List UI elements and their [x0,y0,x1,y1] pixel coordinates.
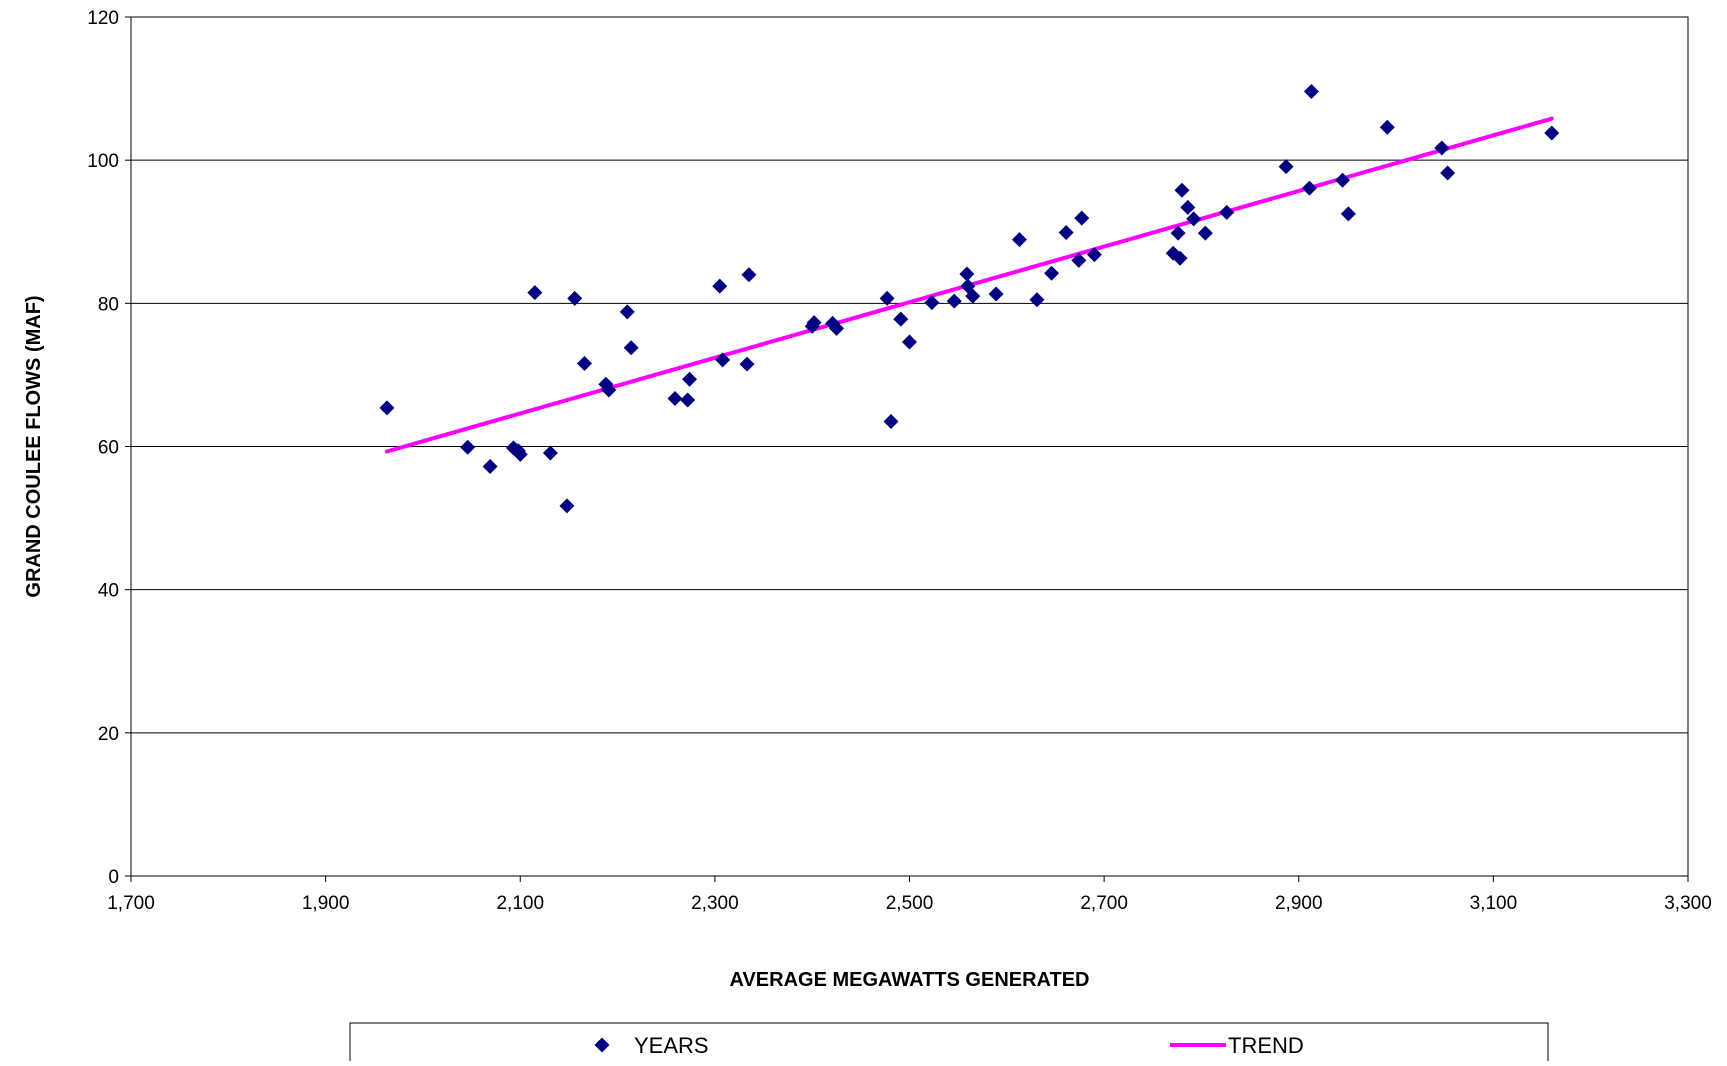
x-tick-label: 2,500 [886,893,934,914]
data-point [1058,224,1074,240]
data-point [542,445,558,461]
legend-marker-years [594,1037,610,1053]
data-point [1186,211,1202,227]
data-point [682,371,698,387]
y-tick-label: 60 [98,438,119,459]
gridlines [131,159,1688,734]
data-point [1440,165,1456,181]
data-point [1170,225,1186,241]
data-point [680,392,696,408]
data-point [1340,206,1356,222]
y-tick-label: 40 [98,581,119,602]
x-axis-title: AVERAGE MEGAWATTS GENERATED [729,969,1089,991]
x-tick-label: 3,100 [1470,893,1518,914]
data-point [601,382,617,398]
data-point [1044,265,1060,281]
data-point [988,286,1004,302]
data-point [946,293,962,309]
data-point [576,355,592,371]
data-point [559,498,575,514]
data-point [1071,252,1087,268]
x-axis-ticks: 1,700 1,900 2,100 2,300 2,500 2,700 2,900 3,100… [107,876,1712,914]
data-point [965,288,981,304]
data-point [829,320,845,336]
data-point [1086,247,1102,263]
data-point [1379,119,1395,135]
data-point [1335,172,1351,188]
y-tick-label: 80 [98,294,119,315]
data-point [1029,292,1045,308]
data-point [379,400,395,416]
data-point [1544,125,1560,141]
data-point [715,352,731,368]
years-series [379,83,1560,514]
data-point [623,340,639,356]
data-point [567,290,583,306]
data-point [512,446,528,462]
x-tick-label: 2,900 [1275,893,1323,914]
data-point [924,295,940,311]
x-tick-label: 2,100 [496,893,544,914]
x-tick-label: 1,900 [302,893,350,914]
data-point [806,315,822,331]
data-point [1197,225,1213,241]
data-point [1219,204,1235,220]
x-tick-label: 3,300 [1664,893,1712,914]
y-tick-label: 0 [108,867,119,888]
data-point [460,439,476,455]
data-point [893,311,909,327]
legend-label-years: YEARS [634,1033,709,1058]
legend-box [349,1022,1549,1066]
data-point [1011,232,1027,248]
data-point [1303,83,1319,99]
data-point [1180,199,1196,215]
y-tick-label: 100 [87,151,119,172]
data-point [619,304,635,320]
legend-label-trend: TREND [1228,1033,1304,1058]
data-point [1278,159,1294,175]
data-point [1301,180,1317,196]
y-tick-label: 120 [87,8,119,29]
y-tick-label: 20 [98,724,119,745]
data-point [527,285,543,301]
x-tick-label: 2,300 [691,893,739,914]
data-point [883,413,899,429]
data-point [1172,250,1188,266]
data-point [902,334,917,350]
x-tick-label: 1,700 [107,893,155,914]
y-axis-title: GRAND COULEE FLOWS (MAF) [23,295,45,597]
data-point [741,267,757,283]
x-tick-label: 2,700 [1080,893,1128,914]
data-point [1174,182,1190,198]
data-point [712,278,728,294]
legend: YEARS TREND [349,1022,1549,1066]
data-point [667,391,683,407]
data-point [1074,210,1090,226]
data-point [879,290,895,306]
y-axis-ticks: 0 20 40 60 80 100 120 [87,8,131,888]
data-point [959,266,975,282]
data-point [1434,140,1450,156]
data-point [739,356,755,372]
data-point [482,459,498,475]
